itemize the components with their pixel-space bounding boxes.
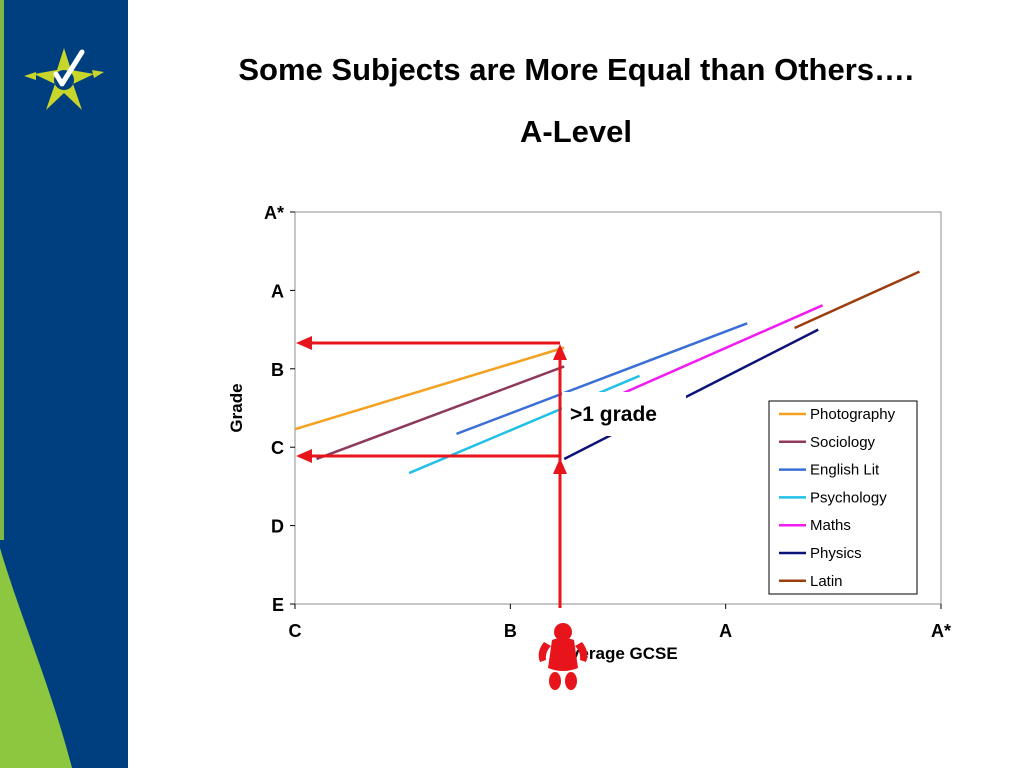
series-line-maths <box>606 304 824 402</box>
arrow-left-lower-head <box>296 449 312 463</box>
series-line-english-lit <box>456 322 748 436</box>
slide-subtitle: A-Level <box>520 114 632 149</box>
x-axis-label: Average GCSE <box>558 644 677 663</box>
annotation-more-than-one-grade: >1 grade <box>570 403 657 426</box>
series-line-physics <box>563 328 819 461</box>
person-icon <box>538 623 588 690</box>
red-arrows <box>296 336 567 608</box>
y-tick-label: D <box>271 517 284 537</box>
series-line-photography <box>294 346 565 431</box>
x-tick-label: C <box>289 621 302 641</box>
legend-label-sociology: Sociology <box>810 434 876 451</box>
arrow-up-head-mid <box>553 458 567 474</box>
legend-label-english-lit: English Lit <box>810 462 880 479</box>
sidebar <box>0 0 128 768</box>
y-axis-label: Grade <box>227 383 246 432</box>
x-tick-label: A* <box>931 621 951 641</box>
label-mask <box>562 392 686 436</box>
arrow-up-head-top <box>553 344 567 360</box>
y-tick-label: A* <box>264 203 284 223</box>
y-tick-label: A <box>271 281 284 301</box>
legend-label-photography: Photography <box>810 406 896 423</box>
x-axis: C B A A* <box>289 604 951 641</box>
star-check-logo-icon <box>24 48 104 110</box>
slide-title: Some Subjects are More Equal than Others… <box>238 52 914 87</box>
y-tick-label: C <box>271 438 284 458</box>
sidebar-green-strip <box>0 0 4 540</box>
x-tick-label: B <box>504 621 517 641</box>
legend: Photography Sociology English Lit Psycholog… <box>768 400 918 595</box>
legend-label-physics: Physics <box>810 545 862 562</box>
x-tick-label: A <box>719 621 732 641</box>
series-lines <box>294 270 920 475</box>
legend-label-maths: Maths <box>810 517 851 534</box>
legend-label-latin: Latin <box>810 573 843 590</box>
y-tick-label: E <box>272 595 284 615</box>
series-line-sociology <box>316 365 565 461</box>
y-tick-label: B <box>271 360 284 380</box>
series-line-latin <box>794 270 920 330</box>
legend-label-psychology: Psychology <box>810 489 887 506</box>
y-axis: E D C B A A* <box>264 203 295 615</box>
sidebar-green-curve <box>0 548 72 768</box>
arrow-left-upper-head <box>296 336 312 350</box>
